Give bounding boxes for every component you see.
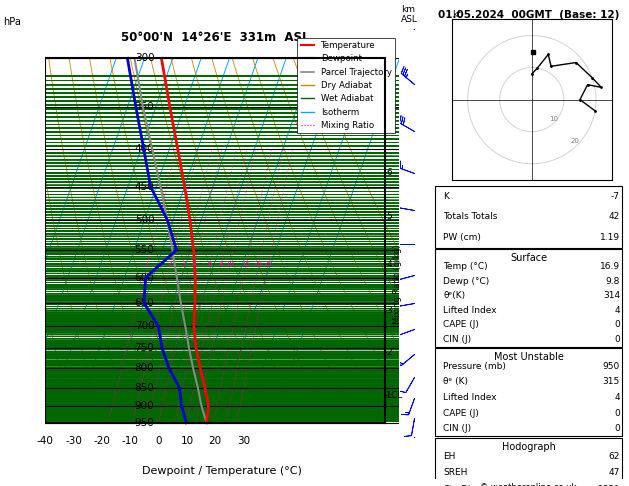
Text: 3: 3 xyxy=(386,306,392,314)
Text: CAPE (J): CAPE (J) xyxy=(443,409,479,417)
Bar xyxy=(435,249,622,347)
Text: 30: 30 xyxy=(237,435,250,446)
Text: hPa: hPa xyxy=(3,17,21,27)
Text: Pressure (mb): Pressure (mb) xyxy=(443,362,506,371)
Text: 20: 20 xyxy=(254,261,263,267)
Text: 500: 500 xyxy=(135,215,154,225)
Text: -30: -30 xyxy=(65,435,82,446)
Text: 950: 950 xyxy=(135,418,154,428)
Text: Lifted Index: Lifted Index xyxy=(443,393,497,402)
Text: 15: 15 xyxy=(242,261,250,267)
Text: SREH: SREH xyxy=(443,469,467,477)
Text: 10: 10 xyxy=(181,435,194,446)
Text: -7: -7 xyxy=(611,191,620,201)
Text: 10: 10 xyxy=(549,117,558,122)
Text: 3: 3 xyxy=(182,261,186,267)
Text: kt: kt xyxy=(452,10,460,19)
Text: 8: 8 xyxy=(218,261,223,267)
Text: Dewp (°C): Dewp (°C) xyxy=(443,277,489,286)
Text: 6: 6 xyxy=(386,168,392,176)
Text: 1: 1 xyxy=(386,391,392,399)
Text: -20: -20 xyxy=(94,435,110,446)
Text: 350: 350 xyxy=(135,102,154,112)
Text: km
ASL: km ASL xyxy=(401,5,418,24)
Legend: Temperature, Dewpoint, Parcel Trajectory, Dry Adiabat, Wet Adiabat, Isotherm, Mi: Temperature, Dewpoint, Parcel Trajectory… xyxy=(298,37,395,133)
Text: Lifted Index: Lifted Index xyxy=(443,306,497,315)
Text: Dewpoint / Temperature (°C): Dewpoint / Temperature (°C) xyxy=(142,466,303,476)
Text: K: K xyxy=(443,191,449,201)
Text: -40: -40 xyxy=(37,435,53,446)
Text: 10: 10 xyxy=(225,261,234,267)
Text: 900: 900 xyxy=(135,401,154,411)
Text: Temp (°C): Temp (°C) xyxy=(443,262,487,271)
Text: Surface: Surface xyxy=(510,253,547,263)
Text: 20: 20 xyxy=(571,138,580,144)
Text: 50°00'N  14°26'E  331m  ASL: 50°00'N 14°26'E 331m ASL xyxy=(121,31,309,44)
Text: 4: 4 xyxy=(192,261,196,267)
Text: 0: 0 xyxy=(155,435,162,446)
Text: 300: 300 xyxy=(135,53,154,63)
Text: θᵉ (K): θᵉ (K) xyxy=(443,378,468,386)
Text: 25: 25 xyxy=(264,261,272,267)
Text: 1.19: 1.19 xyxy=(600,233,620,242)
Text: 4: 4 xyxy=(615,306,620,315)
Text: 950: 950 xyxy=(603,362,620,371)
Text: θᵉ(K): θᵉ(K) xyxy=(443,292,465,300)
Text: 20: 20 xyxy=(209,435,222,446)
Text: Mixing Ratio (g/kg): Mixing Ratio (g/kg) xyxy=(393,244,402,324)
Text: 62: 62 xyxy=(609,452,620,461)
Text: 700: 700 xyxy=(135,321,154,331)
Text: 750: 750 xyxy=(135,343,154,353)
Text: 2: 2 xyxy=(386,348,392,357)
Text: -10: -10 xyxy=(122,435,139,446)
Text: 315: 315 xyxy=(603,378,620,386)
Text: 42: 42 xyxy=(609,212,620,221)
Text: PW (cm): PW (cm) xyxy=(443,233,481,242)
Text: LCL: LCL xyxy=(386,391,403,399)
Text: 0: 0 xyxy=(615,409,620,417)
Bar xyxy=(435,348,622,436)
Text: 0: 0 xyxy=(615,320,620,330)
Text: 800: 800 xyxy=(135,364,154,373)
Text: 4: 4 xyxy=(386,260,392,269)
Text: 182°: 182° xyxy=(598,485,620,486)
Text: 8: 8 xyxy=(386,84,392,93)
Text: 1: 1 xyxy=(145,261,149,267)
Text: Hodograph: Hodograph xyxy=(502,442,555,451)
Text: 6: 6 xyxy=(207,261,211,267)
Text: CIN (J): CIN (J) xyxy=(443,424,471,433)
Text: 314: 314 xyxy=(603,292,620,300)
Text: 16.9: 16.9 xyxy=(600,262,620,271)
Text: 450: 450 xyxy=(135,182,154,191)
Text: 01.05.2024  00GMT  (Base: 12): 01.05.2024 00GMT (Base: 12) xyxy=(438,10,620,19)
Bar xyxy=(435,186,622,248)
Text: 550: 550 xyxy=(135,245,154,255)
Text: 650: 650 xyxy=(135,298,154,308)
Text: 850: 850 xyxy=(135,382,154,393)
Text: 5: 5 xyxy=(386,212,392,221)
Text: CAPE (J): CAPE (J) xyxy=(443,320,479,330)
Text: StmDir: StmDir xyxy=(443,485,474,486)
Text: 4: 4 xyxy=(615,393,620,402)
Text: Most Unstable: Most Unstable xyxy=(494,352,564,362)
Bar xyxy=(435,438,622,486)
Text: © weatheronline.co.uk: © weatheronline.co.uk xyxy=(481,484,577,486)
Text: Totals Totals: Totals Totals xyxy=(443,212,498,221)
Text: 400: 400 xyxy=(135,144,154,154)
Text: 7: 7 xyxy=(386,124,392,133)
Text: EH: EH xyxy=(443,452,455,461)
Text: 600: 600 xyxy=(135,273,154,282)
Text: CIN (J): CIN (J) xyxy=(443,335,471,344)
Text: 9.8: 9.8 xyxy=(606,277,620,286)
Text: 0: 0 xyxy=(615,335,620,344)
Text: 2: 2 xyxy=(167,261,172,267)
Text: 0: 0 xyxy=(615,424,620,433)
Text: 47: 47 xyxy=(609,469,620,477)
